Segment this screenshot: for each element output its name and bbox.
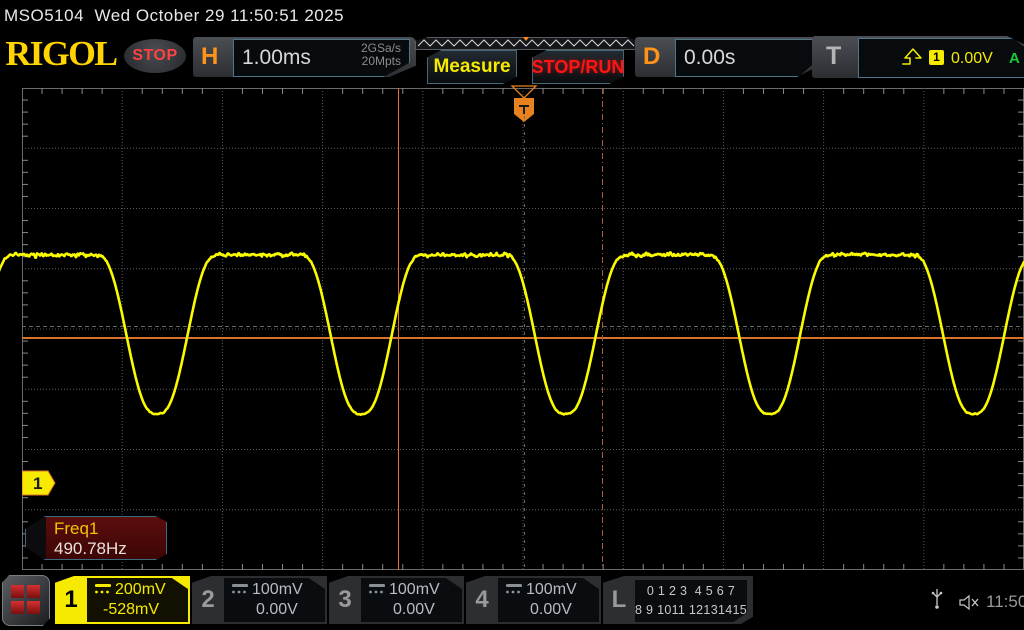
svg-text:1: 1: [33, 474, 42, 493]
